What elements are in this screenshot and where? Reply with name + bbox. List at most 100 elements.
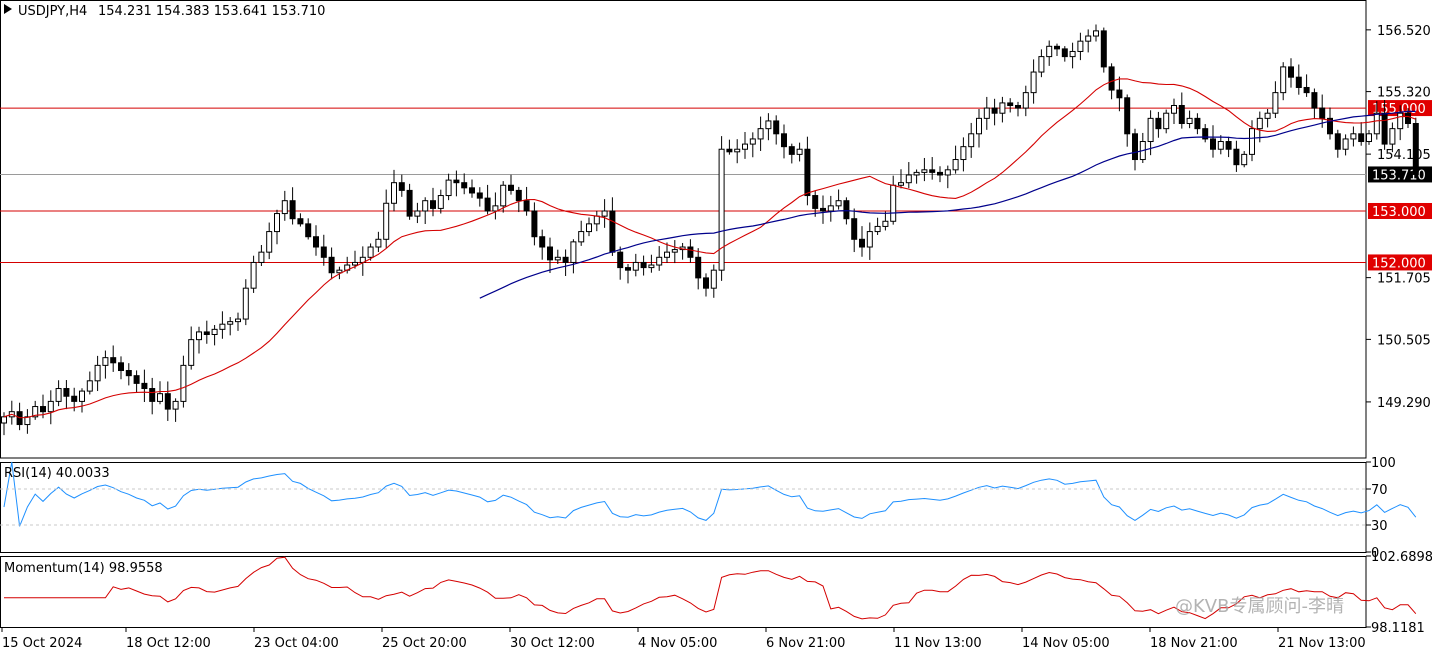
candle-body [625, 267, 631, 271]
candle-body [437, 195, 444, 209]
candle-body [86, 380, 93, 392]
candle-body [632, 261, 639, 271]
moving-average-fast [3, 78, 1416, 419]
candle-body [40, 406, 46, 413]
candle-body [944, 169, 951, 176]
candle-body [110, 357, 117, 364]
candle-body [94, 364, 101, 382]
time-axis-label: 4 Nov 05:00 [638, 636, 717, 649]
candle-body [1288, 66, 1294, 78]
candle-body [1264, 112, 1271, 119]
candle-body [157, 393, 163, 402]
level-price-label: 152.000 [1372, 256, 1426, 271]
candle-body [125, 370, 132, 377]
candle-body [328, 256, 335, 274]
candle-body [1054, 45, 1060, 50]
candle-body [1358, 133, 1365, 143]
candle-body [266, 231, 273, 253]
time-axis-label: 30 Oct 12:00 [510, 636, 595, 649]
level-price-tag [1368, 254, 1432, 271]
candle-body [250, 261, 257, 289]
candle-body [859, 238, 865, 248]
candle-body [1241, 153, 1248, 166]
moving-average-slow [479, 110, 1416, 299]
candle-body [664, 251, 670, 258]
candle-body [445, 179, 452, 197]
candle-body [398, 182, 405, 191]
candle-body [656, 256, 663, 266]
candle-body [539, 236, 546, 248]
candle-body [843, 200, 850, 220]
current-price-label: 153.710 [1372, 168, 1426, 183]
candle-body [999, 102, 1006, 114]
candle-body [500, 184, 507, 207]
candle-body [422, 200, 429, 212]
candle-body [196, 331, 202, 341]
candle-body [578, 231, 585, 243]
symbol-label: USDJPY,H4 [18, 4, 87, 19]
candle-body [211, 328, 218, 335]
candle-body [1155, 117, 1162, 130]
candle-body [55, 388, 62, 402]
momentum-title: Momentum(14) 98.9558 [4, 561, 163, 576]
candle-body [320, 246, 327, 258]
candle-body [508, 184, 514, 191]
candle-body [937, 171, 943, 176]
candle-body [430, 200, 436, 209]
candle-body [32, 406, 39, 418]
candle-body [1217, 141, 1224, 150]
momentum-line [4, 556, 1417, 620]
candle-body [788, 146, 795, 155]
candle-body [453, 179, 460, 184]
candle-body [383, 202, 390, 240]
time-axis-label: 25 Oct 20:00 [382, 636, 467, 649]
candle-body [1132, 133, 1138, 161]
candle-body [1389, 128, 1396, 145]
candle-body [469, 187, 475, 194]
candle-body [1272, 92, 1279, 114]
candle-body [1147, 117, 1154, 143]
candle-body [289, 200, 296, 220]
candle-body [375, 238, 382, 248]
candle-body [79, 390, 85, 402]
candle-body [960, 146, 967, 161]
candle-body [1186, 117, 1193, 125]
candle-body [921, 169, 928, 173]
time-axis-label: 15 Oct 2024 [2, 636, 82, 649]
candle-body [1381, 112, 1388, 145]
candle-body [1249, 128, 1255, 155]
rsi-axis-tick-label: 70 [1371, 483, 1388, 498]
candle-body [1202, 128, 1209, 140]
candle-body [227, 321, 234, 325]
candle-body [726, 148, 733, 153]
candle-body [812, 195, 819, 209]
price-axis-tick-label: 151.705 [1377, 272, 1431, 287]
candle-body [586, 223, 592, 233]
candle-body [554, 256, 561, 261]
candle-body [601, 210, 608, 217]
price-panel-frame [0, 0, 1367, 459]
candle-body [827, 205, 834, 212]
candle-body [983, 107, 990, 119]
candle-body [1412, 123, 1419, 175]
candle-body [609, 210, 616, 253]
candle-body [414, 210, 421, 217]
candle-body [1178, 104, 1185, 125]
candle-body [484, 197, 491, 212]
candle-body [297, 218, 304, 225]
candle-body [991, 107, 998, 114]
candle-body [141, 382, 148, 390]
candle-body [219, 323, 226, 330]
candle-body [570, 241, 577, 263]
candle-body [1046, 45, 1053, 58]
candle-body [671, 249, 678, 253]
candle-body [593, 215, 600, 225]
level-price-label: 153.000 [1372, 205, 1426, 220]
time-axis-label: 6 Nov 21:00 [766, 636, 845, 649]
candle-body [235, 318, 241, 323]
candle-body [118, 362, 124, 372]
price-axis-tick-label: 149.290 [1377, 396, 1431, 411]
momentum-axis-tick-label: 98.1181 [1371, 621, 1425, 636]
